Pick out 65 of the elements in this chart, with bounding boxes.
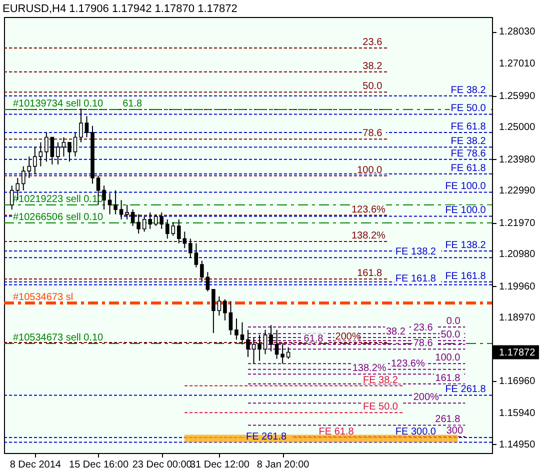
ref-line-label: FE 61.8 xyxy=(450,122,486,133)
ref-line-label: FE 138.2 xyxy=(445,240,486,251)
annotation: 123.6% xyxy=(351,204,386,216)
y-tick-label: 1.14950 xyxy=(499,439,536,450)
annotation: 261.8 xyxy=(435,414,461,426)
ref-line-label: FE 61.8 xyxy=(450,162,486,174)
ref-line-label: FE 300.0 xyxy=(395,426,436,438)
annotation: 23.6 xyxy=(362,36,383,48)
y-tick-label: 1.21970 xyxy=(499,218,536,229)
x-tick-label: 8 Jan 20:00 xyxy=(256,460,310,470)
annotation: 0.0 xyxy=(446,316,461,328)
y-tick-label: 1.27010 xyxy=(499,58,536,70)
annotation: 38.2 xyxy=(386,326,406,338)
y-tick-label: 1.25000 xyxy=(499,122,536,134)
annotation: 123.6% xyxy=(390,358,425,370)
ref-line-label: FE 161.8 xyxy=(445,270,486,282)
annotation: 78.6 xyxy=(413,338,434,350)
ref-line-label: FE 100.0 xyxy=(445,181,486,192)
annotation: 61.8 xyxy=(122,98,142,110)
y-tick-label: 1.25990 xyxy=(499,90,536,102)
annotation: 50.0 xyxy=(440,330,461,341)
annotation: 78.6 xyxy=(362,128,383,140)
annotation: 100.0 xyxy=(357,164,383,176)
ref-line-label: FE 261.8 xyxy=(246,431,288,442)
y-tick-label: 1.16960 xyxy=(499,376,536,388)
ref-line-label: FE 38.2 xyxy=(450,136,486,148)
ref-line-label: FE 100.0 xyxy=(445,205,486,216)
annotation: 138.2% xyxy=(351,230,386,242)
chart-title: EURUSD,H4 1.17906 1.17942 1.17870 1.17872 xyxy=(2,3,238,15)
annotation: 138.2% xyxy=(352,363,386,374)
ref-line-label: #10266506 sell 0.10 xyxy=(13,212,104,223)
ref-line-label: #10534673 sl xyxy=(13,292,74,304)
ref-line-label: #10534673 sell 0.10 xyxy=(13,332,104,344)
y-tick-label: 1.15940 xyxy=(499,408,536,420)
annotation: 200% xyxy=(335,332,361,342)
ref-line-label: FE 61.8 xyxy=(318,426,354,438)
y-tick-label: 1.20980 xyxy=(499,249,536,260)
y-tick-label: 1.22990 xyxy=(499,186,536,197)
x-tick-label: 8 Dec 2014 xyxy=(10,460,62,470)
annotation: 50.0 xyxy=(362,81,383,92)
y-tick-label: 1.19960 xyxy=(499,281,536,292)
ref-line-label: FE 38.2 xyxy=(450,84,486,96)
y-tick-label: 1.28030 xyxy=(499,26,536,38)
ref-line-label: FE 161.8 xyxy=(395,274,436,285)
ref-line-label: FE 138.2 xyxy=(395,246,436,258)
x-tick-label: 15 Dec 16:00 xyxy=(69,460,129,470)
annotation: 300 xyxy=(446,426,464,437)
annotation: 38.2 xyxy=(362,60,383,72)
annotation: 61.8 xyxy=(304,333,324,344)
ref-line-label: FE 38.2 xyxy=(362,374,398,386)
ref-line-label: FE 50.0 xyxy=(450,103,486,114)
y-tick-label: 1.23980 xyxy=(499,154,536,166)
ref-line-label: FE 50.0 xyxy=(362,402,398,413)
x-tick-label: 31 Dec 12:00 xyxy=(190,460,250,470)
annotation: 100.0 xyxy=(435,352,461,364)
annotation: 161.8 xyxy=(435,372,461,384)
annotation: 161.8 xyxy=(357,268,383,280)
ref-line-label: FE 78.6 xyxy=(450,148,486,160)
ref-line-label: FE 261.8 xyxy=(445,384,486,396)
annotation: 23.6 xyxy=(413,322,434,334)
y-tick-label: 1.18970 xyxy=(499,312,536,324)
ref-line-label: #10139734 sell 0.10 xyxy=(13,98,104,110)
text: 1.17872 xyxy=(499,347,536,358)
annotation: 200% xyxy=(413,392,440,404)
x-tick-label: 23 Dec 00:00 xyxy=(132,460,192,470)
